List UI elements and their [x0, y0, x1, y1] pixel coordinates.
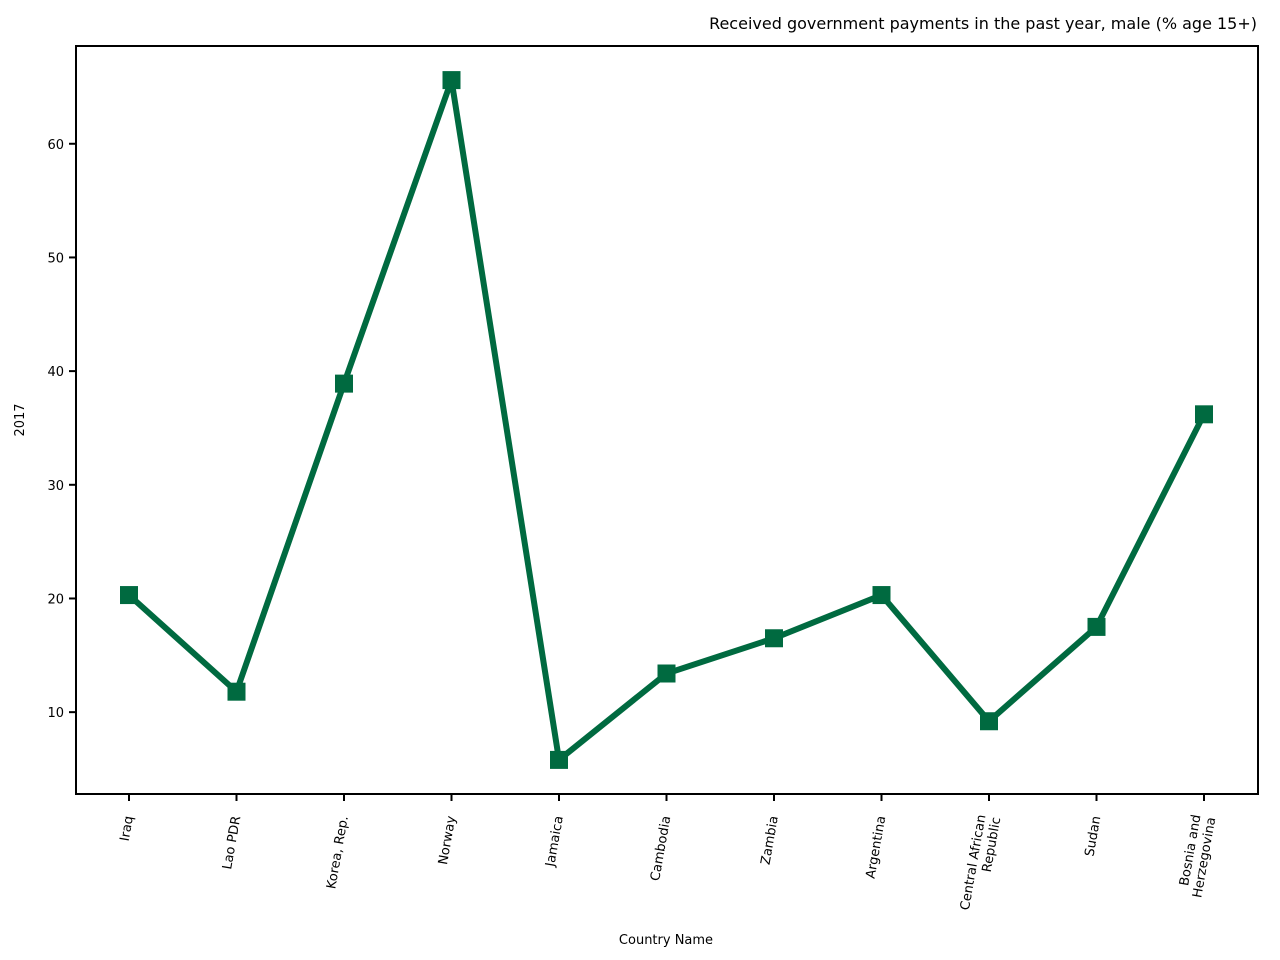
data-point-lao-pdr — [227, 682, 246, 701]
x-axis-label: Country Name — [619, 933, 713, 948]
data-point-korea-rep- — [335, 374, 353, 393]
y-tick-label: 60 — [47, 138, 64, 153]
data-point-argentina — [872, 586, 891, 605]
data-point-iraq — [120, 586, 138, 605]
series-line-layer — [120, 71, 1213, 769]
x-axis: Iraq Lao PDR Korea, Rep. Norway Jamaica Cambo… — [118, 794, 1220, 914]
data-point-sudan — [1087, 617, 1106, 636]
x-tick-label: Iraq — [118, 815, 137, 843]
data-point-zambia — [765, 629, 783, 648]
x-tick-label: Cambodia — [648, 815, 674, 882]
y-axis: 10 20 30 40 50 60 — [47, 138, 76, 721]
x-tick-label: Zambia — [759, 815, 782, 866]
y-tick-label: 20 — [47, 592, 64, 607]
data-point-norway — [442, 71, 461, 90]
series-line — [126, 79, 1207, 766]
y-tick-label: 30 — [47, 479, 64, 494]
x-tick-label: Central AfricanRepublic — [958, 813, 1004, 914]
data-point-cambodia — [657, 664, 676, 683]
x-tick-label: Lao PDR — [220, 815, 244, 871]
x-tick-label: Sudan — [1082, 815, 1104, 858]
data-point-jamaica — [550, 750, 568, 769]
x-tick-label: Bosnia andHerzegovina — [1176, 813, 1220, 899]
x-tick-label: Jamaica — [543, 815, 567, 869]
data-point-bosnia-and-herzegovina — [1195, 405, 1213, 424]
x-tick-label: Argentina — [864, 815, 890, 880]
x-tick-label: Korea, Rep. — [324, 815, 352, 890]
chart-title: Received government payments in the past… — [709, 14, 1257, 33]
y-tick-label: 50 — [47, 251, 64, 266]
x-tick-label: Norway — [436, 814, 459, 865]
y-tick-label: 10 — [47, 706, 64, 721]
y-tick-label: 40 — [47, 365, 64, 380]
y-axis-label: 2017 — [13, 403, 28, 436]
data-point-central-african-republic — [980, 712, 998, 731]
